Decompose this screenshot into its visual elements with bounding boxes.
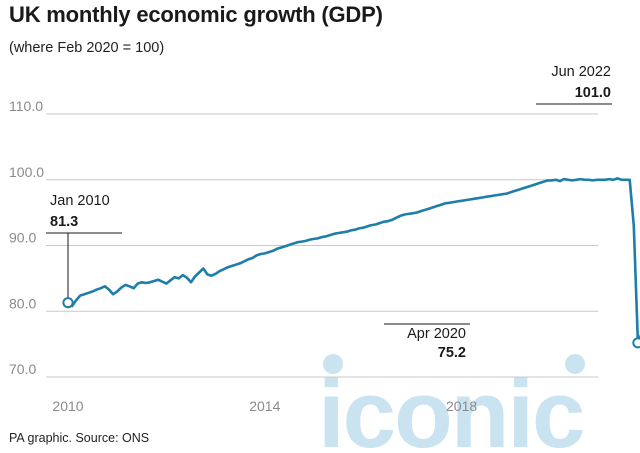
- x-tick-label: 2014: [249, 398, 280, 414]
- x-tick-label: 2010: [52, 398, 83, 414]
- y-tick-label: 80.0: [9, 295, 36, 311]
- watermark-dot-i2: [565, 354, 585, 374]
- y-tick-label: 110.0: [9, 98, 43, 114]
- annotation-marker: [632, 337, 640, 349]
- watermark-dot-i: [323, 354, 343, 374]
- x-tick-label: 2018: [446, 398, 477, 414]
- y-tick-label: 100.0: [9, 164, 44, 180]
- annotation-value: 101.0: [575, 85, 611, 101]
- annotation-marker: [62, 297, 74, 309]
- watermark: iconic: [318, 354, 585, 453]
- annotation-value: 75.2: [438, 345, 466, 361]
- y-tick-label: 90.0: [9, 230, 36, 246]
- chart-subtitle: (where Feb 2020 = 100): [9, 40, 165, 56]
- y-tick-label: 70.0: [9, 361, 36, 377]
- annotation-value: 81.3: [50, 214, 78, 230]
- annotation-label: Jan 2010: [50, 193, 110, 209]
- source-note: PA graphic. Source: ONS: [9, 431, 150, 445]
- series-line: [66, 177, 640, 345]
- chart-title: UK monthly economic growth (GDP): [9, 2, 383, 27]
- annotation-label: Apr 2020: [407, 326, 466, 342]
- watermark-text: iconic: [318, 361, 583, 453]
- annotation-label: Jun 2022: [551, 64, 611, 80]
